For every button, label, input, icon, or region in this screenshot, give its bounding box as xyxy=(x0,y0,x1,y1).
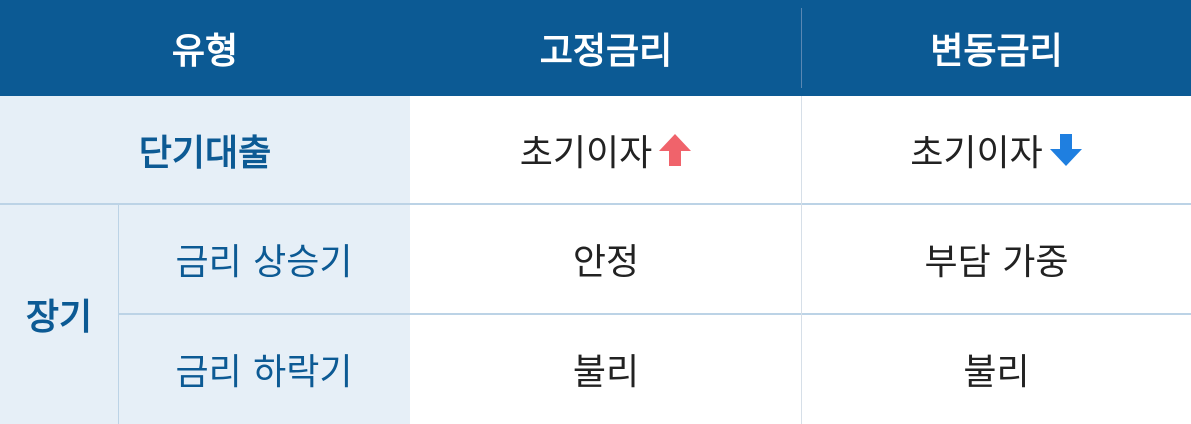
header-fixed-label: 고정금리 xyxy=(539,31,673,72)
long-term-label-text: 장기 xyxy=(25,297,93,338)
header-fixed-rate: 고정금리 xyxy=(410,0,802,96)
column-divider xyxy=(801,96,802,424)
arrow-up-icon xyxy=(659,134,692,166)
falling-variable-text: 불리 xyxy=(963,352,1030,393)
short-term-label-text: 단기대출 xyxy=(138,133,272,174)
header-type-label: 유형 xyxy=(171,31,239,72)
rising-rate-label-text: 금리 상승기 xyxy=(175,242,353,283)
falling-variable-cell: 불리 xyxy=(802,314,1191,424)
falling-rate-label: 금리 하락기 xyxy=(118,314,410,424)
row-divider xyxy=(118,313,1191,315)
header-divider xyxy=(801,8,802,88)
short-term-fixed-text: 초기이자 xyxy=(519,133,653,174)
rising-variable-cell: 부담 가중 xyxy=(802,204,1191,314)
short-term-variable-cell: 초기이자 xyxy=(802,96,1191,204)
rising-variable-text: 부담 가중 xyxy=(924,242,1069,283)
header-type: 유형 xyxy=(0,0,410,96)
short-term-fixed-cell: 초기이자 xyxy=(410,96,802,204)
falling-fixed-text: 불리 xyxy=(572,352,640,393)
header-variable-rate: 변동금리 xyxy=(802,0,1191,96)
arrow-down-icon xyxy=(1049,134,1082,166)
falling-fixed-cell: 불리 xyxy=(410,314,802,424)
rising-fixed-cell: 안정 xyxy=(410,204,802,314)
row-short-term-label: 단기대출 xyxy=(0,96,410,204)
falling-rate-label-text: 금리 하락기 xyxy=(175,352,353,393)
rising-rate-label: 금리 상승기 xyxy=(118,204,410,314)
row-divider xyxy=(0,203,1191,205)
row-long-term-label: 장기 xyxy=(0,204,118,424)
short-term-variable-text: 초기이자 xyxy=(910,133,1043,174)
column-divider xyxy=(118,204,119,424)
header-variable-label: 변동금리 xyxy=(930,31,1063,72)
rising-fixed-text: 안정 xyxy=(572,242,640,283)
